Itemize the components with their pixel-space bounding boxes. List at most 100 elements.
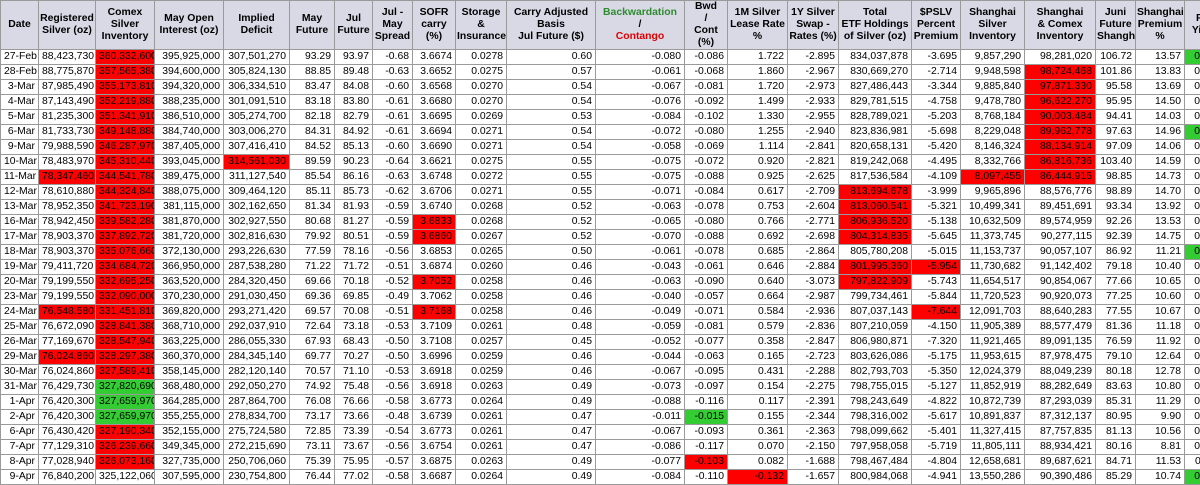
table-cell: 10,499,341 [961,200,1025,215]
column-header-line: Future [296,25,328,36]
column-header-line: Shanghai [1097,31,1136,42]
table-cell: -0.63 [373,65,413,80]
table-cell: 0.0264 [456,395,507,410]
table-cell: 3.6739 [413,410,456,425]
table-cell: 327,659,970 [96,395,155,410]
table-cell: 0.0275 [456,155,507,170]
table-cell: -0.56 [373,440,413,455]
table-cell: 328,297,380 [96,350,155,365]
table-cell: 78,903,370 [39,245,96,260]
table-cell: -0.065 [596,215,685,230]
column-header-line: Jul - [382,7,403,18]
table-cell: 83.80 [335,95,373,110]
table-cell: -2.847 [788,335,839,350]
table-cell: 78,903,370 [39,230,96,245]
table-cell: 101.86 [1096,65,1136,80]
table-cell: 80.18 [1096,365,1136,380]
table-cell: 0.0259 [456,365,507,380]
table-cell: 85.31 [1096,395,1136,410]
table-cell: 393,045,000 [155,155,224,170]
table-cell: 802,793,703 [839,365,912,380]
table-cell: -2.288 [788,365,839,380]
table-cell: 3.6695 [413,110,456,125]
table-cell: 14.06 [1136,140,1185,155]
column-header-line: Contango [616,31,664,42]
column-header: Backwardation/Contango [596,1,685,50]
table-cell: 0.0261 [456,320,507,335]
table-cell: 90,390,486 [1025,470,1096,485]
table-cell: 0.0272 [456,170,507,185]
table-cell: 293,271,420 [224,305,290,320]
table-cell: 3.6996 [413,350,456,365]
table-cell: -4.758 [912,95,961,110]
table-cell: 0.0268 [456,200,507,215]
column-header-line: Shanghai [1137,7,1184,18]
table-cell: 3.6687 [413,470,456,485]
table-cell: 70.57 [290,365,335,380]
table-cell: 0.5341 [1185,170,1200,185]
table-cell: 0.54 [507,140,596,155]
table-cell: 0.7660 [1185,320,1200,335]
table-cell: 11,921,465 [961,335,1025,350]
table-cell: 798,243,649 [839,395,912,410]
table-cell: 11,852,919 [961,380,1025,395]
table-cell: 11.53 [1136,455,1185,470]
table-cell: -0.48 [373,410,413,425]
table-cell: 307,416,410 [224,140,290,155]
table-cell: 72.64 [290,320,335,335]
table-cell: 83.47 [290,80,335,95]
table-cell: 0.0261 [456,425,507,440]
table-cell: 0.46 [507,260,596,275]
table-cell: 798,755,015 [839,380,912,395]
table-cell: -5.015 [912,245,961,260]
table-cell: 76.59 [1096,335,1136,350]
column-header-line: Spread [375,31,410,42]
table-cell: 96,622,270 [1025,95,1096,110]
table-cell: 9,478,780 [961,95,1025,110]
table-cell: 314,561,030 [224,155,290,170]
table-cell: 828,789,021 [839,110,912,125]
table-cell: 9,857,290 [961,50,1025,65]
table-cell: 90,057,107 [1025,245,1096,260]
table-cell: 0.49 [507,455,596,470]
table-cell: 10-Mar [1,155,39,170]
table-cell: 7-Apr [1,440,39,455]
table-cell: 0.579 [728,320,788,335]
table-cell: 0.5956 [1185,80,1200,95]
table-cell: 3.7052 [413,275,456,290]
table-cell: -0.044 [596,350,685,365]
table-cell: 0.6323 [1185,95,1200,110]
table-cell: 14.03 [1136,110,1185,125]
table-cell: 5-Mar [1,110,39,125]
table-cell: 86,816,736 [1025,155,1096,170]
table-cell: 1-Apr [1,395,39,410]
table-cell: 93.97 [335,50,373,65]
table-cell: 11,730,682 [961,260,1025,275]
table-cell: -5.719 [912,440,961,455]
table-cell: 75.48 [335,380,373,395]
table-cell: -5.127 [912,380,961,395]
table-cell: 86.92 [1096,245,1136,260]
table-cell: -0.097 [685,380,728,395]
table-cell: 81,733,730 [39,125,96,140]
table-cell: 89,687,621 [1025,455,1096,470]
table-cell: 85.54 [290,170,335,185]
table-cell: -0.62 [373,185,413,200]
table-cell: 77.66 [1096,275,1136,290]
table-cell: -2.864 [788,245,839,260]
table-cell: 3.6875 [413,455,456,470]
column-header-line: % [753,31,762,42]
table-cell: 0.46 [507,365,596,380]
table-cell: 332,695,250 [96,275,155,290]
table-cell: 98.89 [1096,185,1136,200]
column-header-line: Shanghai [1037,7,1084,18]
table-cell: -2.836 [788,320,839,335]
table-cell: 395,925,000 [155,50,224,65]
table-cell: 11,373,745 [961,230,1025,245]
table-cell: 73.18 [335,320,373,335]
column-header-line: Backwardation [603,7,677,18]
table-cell: -0.076 [596,95,685,110]
table-cell: 11,720,523 [961,290,1025,305]
